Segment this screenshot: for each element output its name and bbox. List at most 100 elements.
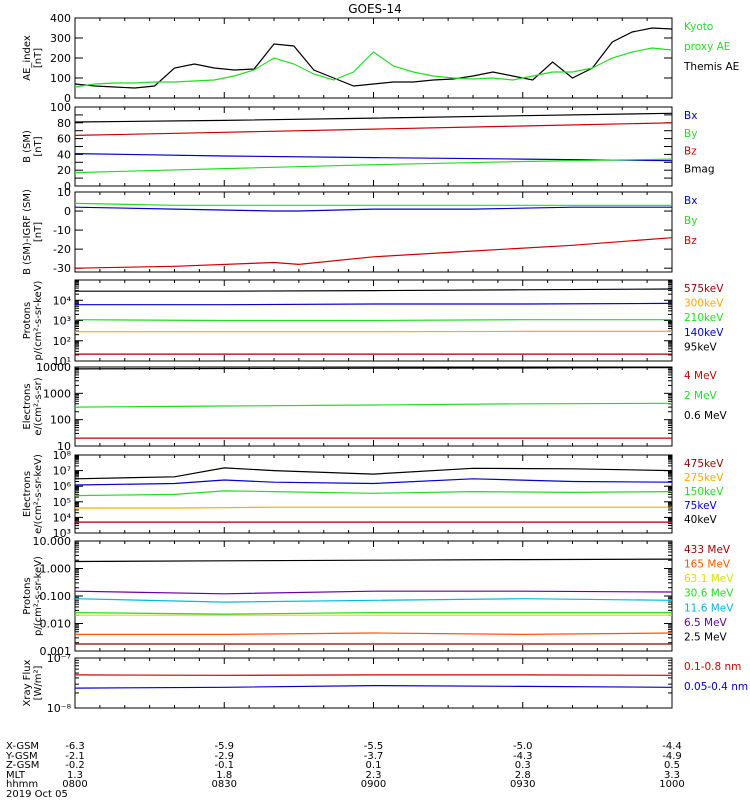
ephem-value: -4.4 [662,741,682,752]
y-tick-label: -20 [53,243,71,256]
ephem-value: 0.3 [514,760,531,772]
y-axis-label: Protons [22,577,33,614]
y-tick-label: 0.010 [40,618,72,631]
y-tick-label: 1.000 [40,563,72,576]
y-axis-label: Protons [22,302,33,339]
legend-entry: Themis AE [683,61,739,73]
y-tick-label: 0.001 [40,645,72,658]
series-line-165-mev [75,632,672,636]
series-line-bmag [75,112,672,123]
legend-entry: 475keV [684,458,724,470]
y-tick-label: 0 [64,180,71,193]
panel-frame [74,657,673,709]
y-tick-label: 100 [50,414,71,427]
ephem-value: -0.1 [214,760,234,772]
y-tick-label: 10³ [53,315,71,328]
y-tick-label: 10⁵ [53,496,71,509]
y-tick-label: 40 [57,148,71,161]
y-tick-label: 300 [50,32,71,45]
y-axis-label: p/(cm²-s-sr-keV) [33,280,44,360]
panel-bigrf: -30 -20 -10 0 10 B (SM)-IGRF (SM) [nT] Bx By Bz [22,186,697,275]
ephem-value: -4.9 [662,750,682,762]
legend-entry: 140keV [684,327,724,339]
y-tick-label: 100 [50,72,71,85]
y-tick-label: 20 [57,164,71,177]
series-line-bx [75,153,672,162]
y-axis-label: [nT] [33,222,44,242]
panel-bsm: 0 20 40 60 80 100 B (SM) [nT] Bx By Bz Bmag [22,101,715,193]
legend-entry: Kyoto [684,21,713,33]
y-tick-label: 80 [57,117,71,130]
legend-entry: 4 MeV [684,370,718,382]
ephem-value: -5.0 [512,741,533,752]
series-line-75kev [75,478,672,486]
ephem-value: -5.5 [363,741,384,752]
ephem-label-mlt: MLT [6,769,25,781]
panel-frame [74,17,673,99]
y-tick-label: 10³ [53,527,71,540]
y-tick-label: 10⁴ [53,511,72,524]
legend-entry: 0.05-0.4 nm [684,681,748,693]
y-tick-label: -30 [53,262,71,275]
ephem-value: -0.2 [65,760,85,772]
ephem-label-hhmm: hhmm [6,779,39,791]
series-line-by [75,202,672,206]
legend-entry: 433 MeV [684,544,731,556]
y-axis-label: B (SM)-IGRF (SM) [22,189,33,275]
legend-entry: 95keV [684,341,718,353]
ephem-value: 1.8 [216,769,233,781]
legend-entry: 575keV [684,283,724,295]
y-tick-label: 10⁸ [53,449,72,462]
y-axis-label: Xray Flux [22,659,33,706]
series-line-2-5-mev [75,558,672,563]
y-axis-label: p/(cm²-s-sr-keV) [33,556,44,636]
y-tick-label: 10⁷ [53,465,71,478]
y-tick-label: 0.100 [40,590,72,603]
y-tick-label: 10⁴ [53,294,72,307]
y-tick-label: 10.000 [33,535,72,548]
y-tick-label: 200 [50,52,71,65]
series-line-210kev [75,319,672,322]
legend-entry: 75keV [684,500,718,512]
y-tick-label: 10⁶ [53,480,72,493]
legend-entry: By [684,215,697,227]
ephem-value: 0900 [360,779,387,791]
series-line-0-6-mev [75,367,672,370]
legend-entry: 6.5 MeV [684,617,728,629]
panel-frame [74,191,673,273]
y-axis-label: [W/m²] [33,665,44,700]
legend-entry: Bmag [684,163,715,175]
ephem-value: 1000 [659,779,685,791]
legend-entry: Bz [684,146,697,158]
legend-entry: 275keV [684,472,724,484]
series-line-2-mev [75,402,672,408]
series-line-275kev [75,506,672,509]
series-line-bz [75,122,672,136]
series-line-by [75,158,672,174]
ephem-value: 0930 [510,779,536,791]
series-line-40kev [75,467,672,480]
series-line-140kev [75,302,672,306]
panel-ae: 0 100 200 300 400 AE_index [nT] Kyoto proxy AE Th… [22,12,739,105]
legend-entry: 11.6 MeV [684,602,734,614]
ephem-value: 0.5 [664,760,680,772]
series-line-95kev [75,288,672,292]
ephem-value: -4.3 [512,750,533,762]
legend-entry: 40keV [684,514,718,526]
legend-entry: 30.6 MeV [684,588,734,600]
ephem-value: 2.8 [514,769,531,781]
legend-entry: Bx [684,195,697,207]
y-tick-label: 400 [50,12,71,25]
ephem-label-xgsm: X-GSM [6,741,40,752]
ephem-value: 0830 [211,779,237,791]
legend-entry: 0.6 MeV [684,410,728,422]
panel-protons_keV: 10¹ 10² 10³ 10⁴ Protons p/(cm²-s-sr-keV) 575ke… [22,279,724,368]
ephem-value: 2.3 [365,769,382,781]
y-tick-label: 0 [64,92,71,105]
y-tick-label: -10 [53,224,71,237]
ephem-value: 0800 [62,779,88,791]
y-axis-label: Electrons [22,471,33,517]
y-axis-label: [nT] [33,136,44,156]
y-axis-label: AE_index [22,35,33,81]
